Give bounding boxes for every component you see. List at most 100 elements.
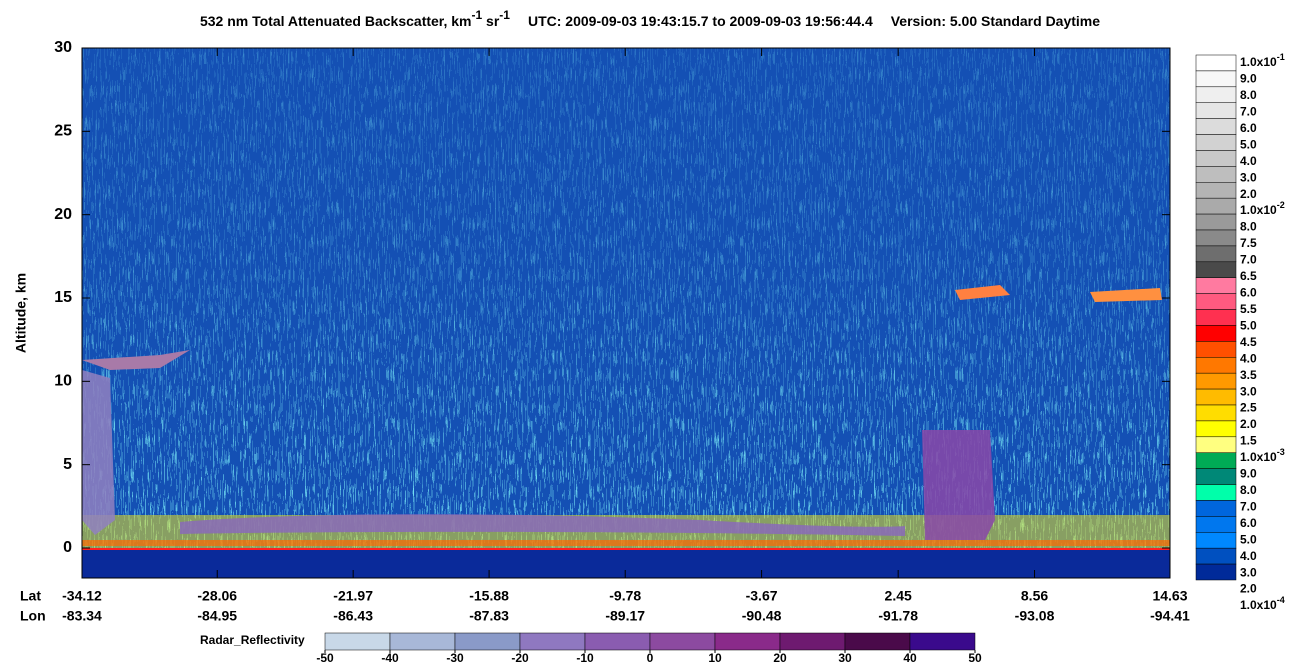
cloud-top [1090,288,1162,302]
radar-tick-label: -20 [511,651,529,665]
colorbar-label-base: 1.0x10 [1240,450,1277,464]
radar-colorbar-box [649,632,716,651]
colorbar-box [1195,197,1237,215]
colorbar-box [1195,341,1237,358]
radar-colorbar-box [909,632,976,651]
radar-colorbar-box [454,632,521,651]
colorbar-label: 2.5 [1240,401,1257,415]
colorbar-label: 6.0 [1240,516,1257,530]
x-tick-label: -90.48 [742,608,782,624]
y-tick-label: 0 [63,539,72,556]
colorbar-box [1195,309,1237,326]
colorbar-label-exp: -3 [1277,447,1285,457]
colorbar-box [1195,372,1237,390]
colorbar-label: 1.0x10-1 [1240,52,1285,69]
y-tick-label: 20 [54,206,72,223]
colorbar-box [1195,420,1237,438]
colorbar-label: 4.0 [1240,351,1257,365]
colorbar-label-base: 1.0x10 [1240,203,1277,217]
y-tick-label: 30 [54,39,72,56]
colorbar-label: 2.0 [1240,187,1257,201]
colorbar-box [1195,325,1237,342]
colorbar-label: 2.0 [1240,582,1257,596]
radar-cloud [82,370,115,535]
colorbar-label-exp: -1 [1277,52,1285,62]
x-row-label: Lat [20,588,41,604]
colorbar-box [1195,229,1237,247]
title-sup: -1 [499,8,510,22]
colorbar-box [1195,404,1237,422]
colorbar-label: 6.0 [1240,121,1257,135]
colorbar-label: 5.5 [1240,302,1257,316]
title-sup: -1 [472,8,483,22]
colorbar-box [1195,563,1237,581]
radar-tick-label: 10 [708,651,722,665]
radar-tick-label: 50 [968,651,982,665]
colorbar-label: 8.0 [1240,483,1257,497]
x-tick-label: 8.56 [1021,588,1048,604]
x-tick-label: -9.78 [609,588,641,604]
colorbar-label: 5.0 [1240,137,1257,151]
x-tick-label: -87.83 [469,608,509,624]
radar-tick-label: -50 [316,651,334,665]
colorbar-box [1195,118,1237,135]
radar-tick-label: -30 [446,651,464,665]
colorbar-label-base: 1.0x10 [1240,55,1277,69]
colorbar-label: 7.0 [1240,499,1257,513]
noise [82,48,1170,548]
cloud-top [82,350,190,370]
x-tick-label: -15.88 [469,588,509,604]
radar-tick-label: -10 [576,651,594,665]
x-tick-label: -34.12 [62,588,102,604]
y-tick-label: 10 [54,373,72,390]
colorbar-label: 7.5 [1240,236,1257,250]
x-tick-label: -83.34 [62,608,102,624]
radar-tick-label: -40 [381,651,399,665]
radar-colorbar-box [584,632,651,651]
radar-colorbar-box [389,632,456,651]
colorbar-label: 1.5 [1240,434,1257,448]
colorbar-box [1195,261,1237,278]
colorbar-box [1195,86,1237,103]
colorbar-label: 5.0 [1240,532,1257,546]
radar-scale-label: Radar_Reflectivity [200,633,305,647]
colorbar-label-exp: -4 [1277,595,1285,605]
colorbar-label: 7.0 [1240,253,1257,267]
colorbar-label: 1.0x10-3 [1240,447,1285,464]
x-tick-label: -93.08 [1015,608,1055,624]
colorbar-label: 4.5 [1240,335,1257,349]
colorbar-label: 6.5 [1240,269,1257,283]
radar-colorbar-box [324,632,391,651]
colorbar-label: 3.0 [1240,565,1257,579]
radar-tick-label: 30 [838,651,852,665]
colorbar-label: 8.0 [1240,88,1257,102]
colorbar-box [1195,102,1237,119]
colorbar-label: 5.0 [1240,318,1257,332]
colorbar-label: 4.0 [1240,154,1257,168]
surface-red [82,540,1170,546]
surface-line [82,548,1170,550]
x-tick-label: -91.78 [878,608,918,624]
title-utc: UTC: 2009-09-03 19:43:15.7 to 2009-09-03… [528,13,873,29]
y-axis-label: Altitude, km [13,273,29,353]
colorbar-label: 8.0 [1240,220,1257,234]
x-tick-label: 2.45 [885,588,912,604]
x-tick-label: -21.97 [333,588,373,604]
colorbar-label: 3.0 [1240,170,1257,184]
colorbar-box [1195,468,1237,485]
colorbar-box [1195,388,1237,406]
y-tick-label: 15 [54,289,72,306]
radar-tick-label: 20 [773,651,787,665]
x-tick-label: -86.43 [333,608,373,624]
colorbar-label: 9.0 [1240,467,1257,481]
radar-cloud [922,430,995,540]
colorbar-box [1195,532,1237,549]
colorbar-box [1195,213,1237,231]
radar-colorbar-box [519,632,586,651]
colorbar-box [1195,293,1237,310]
x-tick-label: -89.17 [605,608,645,624]
cloud-top [955,285,1010,300]
colorbar-box [1195,436,1237,453]
colorbar-label: 7.0 [1240,105,1257,119]
